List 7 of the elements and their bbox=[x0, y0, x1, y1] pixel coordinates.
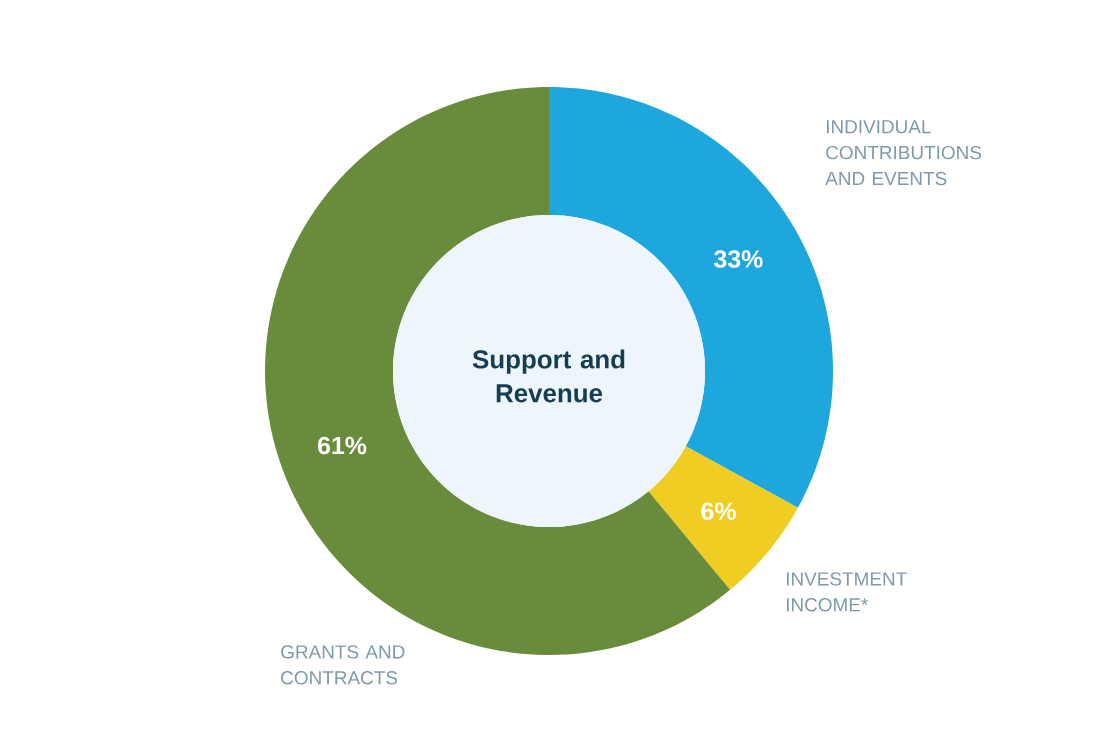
text: Support and Revenue bbox=[472, 349, 625, 403]
data-label: 33% bbox=[714, 250, 763, 268]
slice-label: GRANTS AND CONTRACTS bbox=[281, 645, 405, 685]
data-label: 61% bbox=[318, 436, 367, 455]
slice-label: INDIVIDUAL CONTRIBUTIONS AND EVENTS bbox=[825, 120, 982, 186]
slice-label: INVESTMENT INCOME* bbox=[786, 572, 907, 612]
data-label: 6% bbox=[701, 502, 736, 521]
